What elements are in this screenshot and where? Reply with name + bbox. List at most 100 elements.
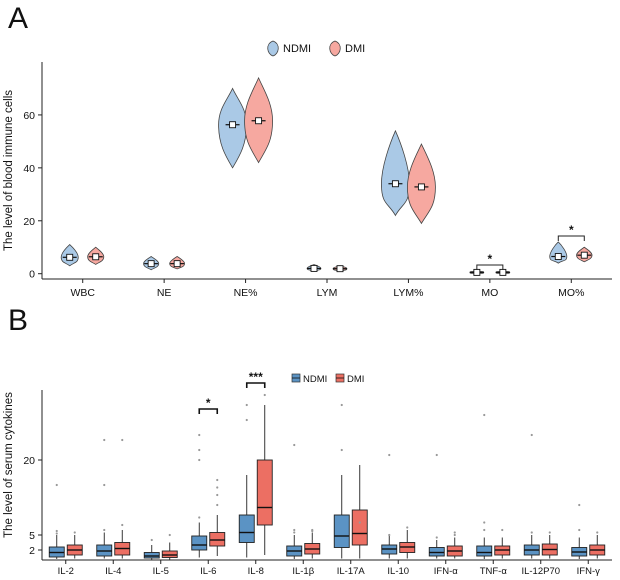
x-tick-label-b: IL-10 [387,566,409,577]
box-outlier [483,521,486,524]
box-outlier [216,486,219,489]
box-outlier [501,528,504,532]
x-tick-label-b: IL-17A [337,566,366,577]
box-outlier [548,531,551,534]
box-outlier [168,533,171,537]
significance-bracket-b [198,408,219,414]
box-outlier [245,418,248,422]
violin-median-point [417,183,425,191]
legend-label-b-ndmi: NDMI [303,374,327,385]
violin-median-point [391,180,399,188]
x-tick-label-a: NE [157,287,172,299]
x-tick-label-b: IL-8 [248,566,264,577]
x-tick-label-a: MO% [558,287,584,299]
box-outlier [55,532,58,535]
significance-bracket-a [476,264,504,271]
panel-a: A 0 20 40 60 The level of blood immune cells W… [3,2,612,299]
y-tick-label-b: 20 [23,455,35,467]
box-dmi [256,459,273,526]
violin-median-point [580,251,588,259]
violin-median-point [147,260,155,268]
y-tick-label-a: 40 [23,163,35,175]
box-ndmi [333,514,350,548]
legend-label-a-dmi: DMI [345,43,365,55]
box-ndmi [191,535,208,551]
significance-label-a: * [488,252,493,266]
box-outlier [293,531,296,534]
x-tick-label-b: IL-1β [292,566,314,577]
x-tick-label-a: LYM [317,287,338,299]
box-outlier [483,413,486,417]
box-outlier [578,503,581,507]
box-outlier [198,458,201,462]
violin-ndmi [549,241,568,264]
box-dmi [351,509,368,546]
box-outlier [530,531,533,534]
violin-median-point [336,265,344,273]
x-tick-label-a: WBC [70,287,95,299]
x-tick-label-a: MO [481,287,498,299]
box-outlier [578,528,581,532]
violin-median-point [473,268,481,276]
box-outlier [198,433,201,437]
box-outlier [358,521,361,524]
box-outlier [121,438,124,442]
box-outlier [530,433,533,437]
y-axis-title-a: The level of blood immune cells [3,90,15,251]
box-outlier [453,533,456,537]
significance-bracket-a [557,235,585,241]
panel-label-b: B [8,304,28,337]
x-tick-label-b: IL-12P70 [521,566,560,577]
panel-label-a: A [8,2,28,35]
violin-median-point [255,117,263,125]
violin-median-point [310,264,318,272]
significance-label-a: * [569,223,574,237]
box-outlier [453,531,456,534]
violin-median-point [229,121,237,129]
box-ndmi [143,552,160,559]
legend-label-b-dmi: DMI [347,374,364,385]
box-outlier [216,478,219,482]
box-ndmi [238,514,255,543]
box-outlier [55,483,58,487]
legend-key-a-dmi [329,40,341,57]
box-outlier [388,453,391,457]
x-tick-label-b: IL-6 [200,566,216,577]
legend-key-a-ndmi [267,40,279,57]
box-outlier [198,516,201,519]
violin-median-point [173,260,181,268]
box-outlier [216,493,219,497]
box-outlier [340,448,343,452]
x-tick-label-b: TNF-α [480,566,508,577]
box-outlier [55,529,58,533]
box-outlier [435,453,438,457]
box-outlier [406,526,409,529]
box-outlier [150,538,153,542]
box-outlier [103,483,106,487]
x-tick-label-a: NE% [234,287,258,299]
y-tick-label-a: 0 [29,269,35,281]
box-dmi [209,532,226,547]
x-tick-label-b: IFN-α [434,566,458,577]
box-outlier [293,443,296,447]
box-outlier [293,528,296,532]
box-outlier [245,403,248,407]
box-dmi [161,550,178,558]
significance-bracket-b [245,382,266,388]
box-outlier [340,403,343,407]
significance-label-b: *** [249,370,263,384]
y-tick-label-b: 5 [29,530,35,542]
y-axis-title-b: The level of serum cytokines [3,392,15,538]
x-tick-label-b: IFN-γ [577,566,600,577]
y-tick-label-a: 60 [23,110,35,122]
violin-median-point [66,253,74,261]
box-outlier [388,533,391,537]
violin-median-point [554,253,562,260]
box-outlier [596,531,599,534]
box-outlier [103,528,106,532]
x-tick-label-b: IL-4 [105,566,121,577]
violin-median-point [92,253,100,261]
y-tick-label-a: 20 [23,216,35,228]
